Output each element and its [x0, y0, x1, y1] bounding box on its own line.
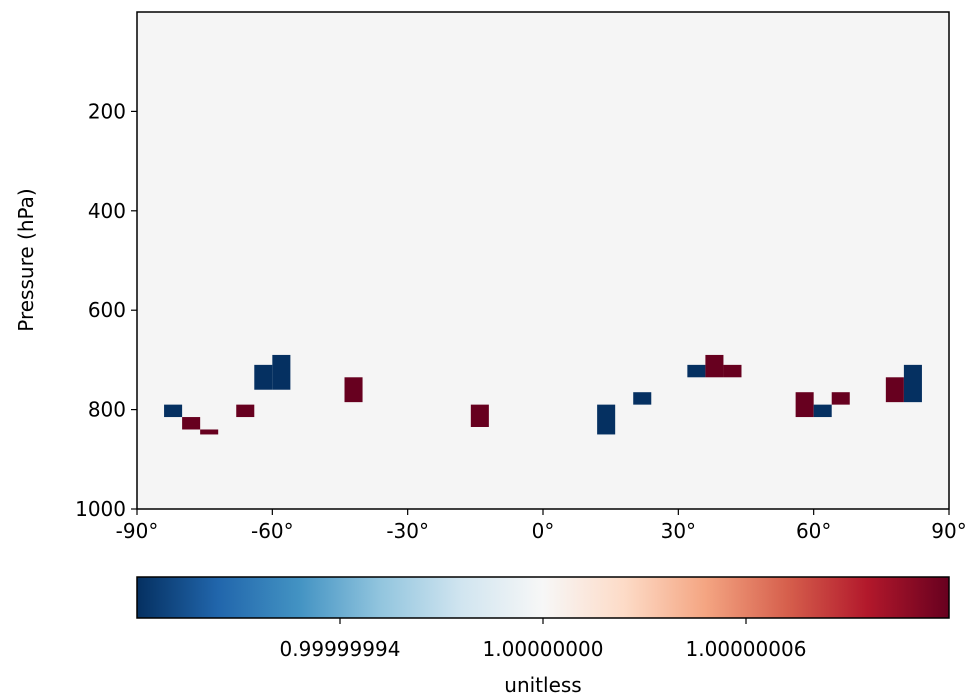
heatmap-cell [687, 364, 706, 378]
heatmap-cell [236, 404, 255, 418]
heatmap-cell [272, 354, 291, 390]
colorbar-tick-label: 1.00000000 [483, 637, 604, 661]
heatmap-cell [813, 404, 832, 418]
plot-background [137, 12, 949, 509]
heatmap-cell [470, 404, 489, 427]
y-axis: 200 400 600 800 1000 [75, 99, 137, 521]
x-tick-label: 0° [532, 519, 555, 543]
x-axis: -90° -60° -30° 0° 30° 60° 90° [116, 509, 967, 543]
x-tick-label: 60° [796, 519, 831, 543]
y-axis-label: Pressure (hPa) [14, 188, 38, 331]
y-tick-label: 800 [88, 398, 126, 422]
x-tick-label: -30° [386, 519, 429, 543]
heatmap-cell [344, 377, 363, 403]
y-tick-label: 400 [88, 199, 126, 223]
colorbar [136, 576, 950, 619]
heatmap-cell [723, 364, 742, 378]
heatmap-cell [903, 364, 922, 403]
heatmap-cell [633, 392, 652, 405]
heatmap-cells [164, 354, 922, 435]
heatmap-cell [164, 404, 183, 418]
heatmap-cell [831, 392, 850, 405]
y-tick-label: 600 [88, 298, 126, 322]
x-tick-label: -90° [116, 519, 159, 543]
colorbar-tick-label: 1.00000006 [686, 637, 807, 661]
colorbar-label: unitless [504, 673, 581, 697]
colorbar-ticks: 0.99999994 1.00000000 1.00000006 [280, 618, 807, 661]
y-tick-label: 200 [88, 99, 126, 123]
y-tick-label: 1000 [75, 497, 126, 521]
heatmap-cell [795, 392, 814, 418]
heatmap-cell [182, 417, 201, 430]
colorbar-tick-label: 0.99999994 [280, 637, 401, 661]
heatmap-cell [254, 364, 273, 390]
heatmap-cell [705, 354, 724, 378]
heatmap-cell [597, 404, 616, 435]
x-tick-label: 30° [661, 519, 696, 543]
heatmap-cell [885, 377, 904, 403]
heatmap-cell [200, 429, 219, 435]
x-tick-label: -60° [251, 519, 294, 543]
x-tick-label: 90° [931, 519, 966, 543]
